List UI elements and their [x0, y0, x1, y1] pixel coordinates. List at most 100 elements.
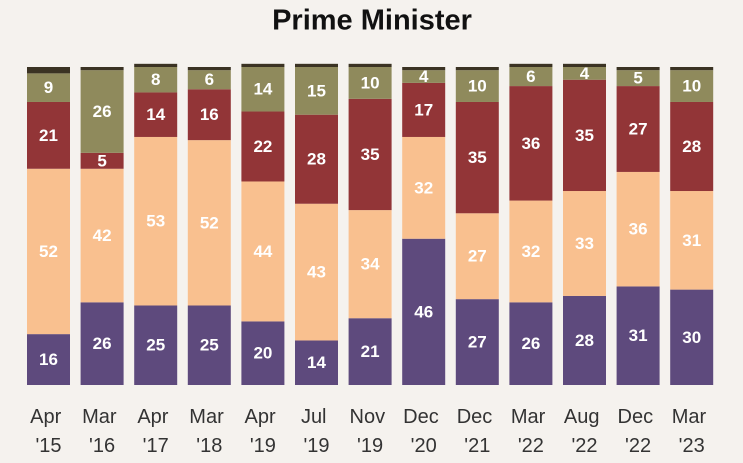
data-label: 4 [419, 67, 429, 86]
data-label: 25 [146, 336, 165, 355]
bar-segment [187, 67, 231, 71]
data-label: 21 [39, 126, 58, 145]
bar-segment [241, 63, 285, 67]
data-label: 36 [629, 220, 648, 239]
data-label: 30 [682, 328, 701, 347]
data-label: 43 [307, 263, 326, 282]
data-label: 27 [629, 119, 648, 138]
data-label: 34 [361, 255, 380, 274]
bar-segment [455, 67, 499, 71]
bar-segment [27, 67, 70, 74]
data-label: 33 [575, 234, 594, 253]
bar-segment [241, 111, 285, 182]
bar-segment [455, 299, 499, 385]
data-label: 35 [361, 145, 380, 164]
bar-segment [348, 318, 392, 385]
x-tick-label: Aug '22 [564, 406, 605, 457]
bar-segment [348, 67, 392, 99]
data-label: 52 [200, 213, 219, 232]
data-label: 32 [414, 178, 433, 197]
data-label: 14 [307, 353, 326, 372]
bar-segment [80, 168, 124, 303]
x-tick-label: Mar '18 [189, 406, 229, 457]
bar-segment [187, 89, 231, 141]
bar-segment [563, 295, 606, 385]
bar-segment [241, 321, 285, 385]
data-label: 44 [253, 242, 272, 261]
x-tick-label: Dec '20 [403, 406, 444, 457]
bar-segment [134, 305, 178, 385]
bar-segment [670, 67, 714, 71]
bar-segment [348, 63, 392, 67]
bar-segment [455, 213, 499, 300]
bar-segment [616, 286, 660, 385]
x-tick-label: Jul '19 [301, 406, 332, 457]
bar-segment [509, 200, 553, 303]
data-label: 31 [682, 231, 701, 250]
data-label: 28 [307, 150, 326, 169]
x-tick-label: Dec '22 [618, 406, 659, 457]
data-label: 36 [521, 134, 540, 153]
bar-segment [616, 171, 660, 287]
data-label: 10 [682, 77, 701, 96]
data-label: 15 [307, 81, 326, 100]
bar-segment [134, 67, 178, 93]
bar-segment [402, 136, 446, 239]
bar-segment [563, 79, 606, 192]
bar-segment [348, 210, 392, 319]
bar-segment [670, 191, 714, 290]
bar-segment [509, 63, 553, 67]
bar-segment [134, 92, 178, 137]
bar-segment [80, 67, 124, 71]
bar-segment [80, 302, 124, 385]
data-label: 21 [361, 342, 380, 361]
bar-segment [402, 238, 446, 385]
data-label: 14 [253, 80, 272, 99]
bar-segment [455, 101, 499, 214]
bar-segment [27, 73, 70, 102]
data-label: 10 [361, 73, 380, 92]
bar-segment [295, 63, 338, 67]
bar-segment [670, 101, 714, 192]
data-label: 9 [44, 78, 53, 97]
bar-segment [241, 67, 285, 112]
bar-segment [402, 67, 446, 71]
data-label: 27 [468, 333, 487, 352]
x-tick-label: Apr '17 [137, 406, 174, 457]
data-label: 28 [575, 331, 594, 350]
data-label: 52 [39, 242, 58, 261]
data-label: 20 [253, 344, 272, 363]
bar-segment [616, 86, 660, 172]
bar-segment [509, 302, 553, 385]
bar-segment [134, 63, 178, 67]
data-label: 5 [97, 151, 106, 170]
bar-segment [27, 101, 70, 169]
x-tick-label: Nov '19 [350, 406, 391, 457]
bar-segment [509, 67, 553, 87]
data-label: 28 [682, 137, 701, 156]
data-label: 6 [526, 67, 535, 86]
data-label: 4 [580, 64, 590, 83]
data-label: 22 [253, 137, 272, 156]
bar-segment [187, 305, 231, 385]
data-label: 31 [629, 326, 648, 345]
data-label: 14 [146, 105, 165, 124]
data-label: 8 [151, 70, 160, 89]
bar-segment [295, 203, 338, 341]
bar-segment [563, 191, 606, 296]
bar-segment [402, 70, 446, 83]
data-label: 32 [521, 242, 540, 261]
bar-segment [455, 70, 499, 102]
data-label: 16 [39, 350, 58, 369]
bar-segment [616, 67, 660, 71]
bar-segment [187, 70, 231, 90]
bar-segment [27, 334, 70, 385]
bar-segment [670, 70, 714, 102]
data-label: 27 [468, 247, 487, 266]
bar-segment [563, 67, 606, 80]
bar-segment [295, 114, 338, 204]
x-tick-label: Mar '22 [511, 406, 551, 457]
bar-segment [402, 82, 446, 137]
data-label: 53 [146, 212, 165, 231]
